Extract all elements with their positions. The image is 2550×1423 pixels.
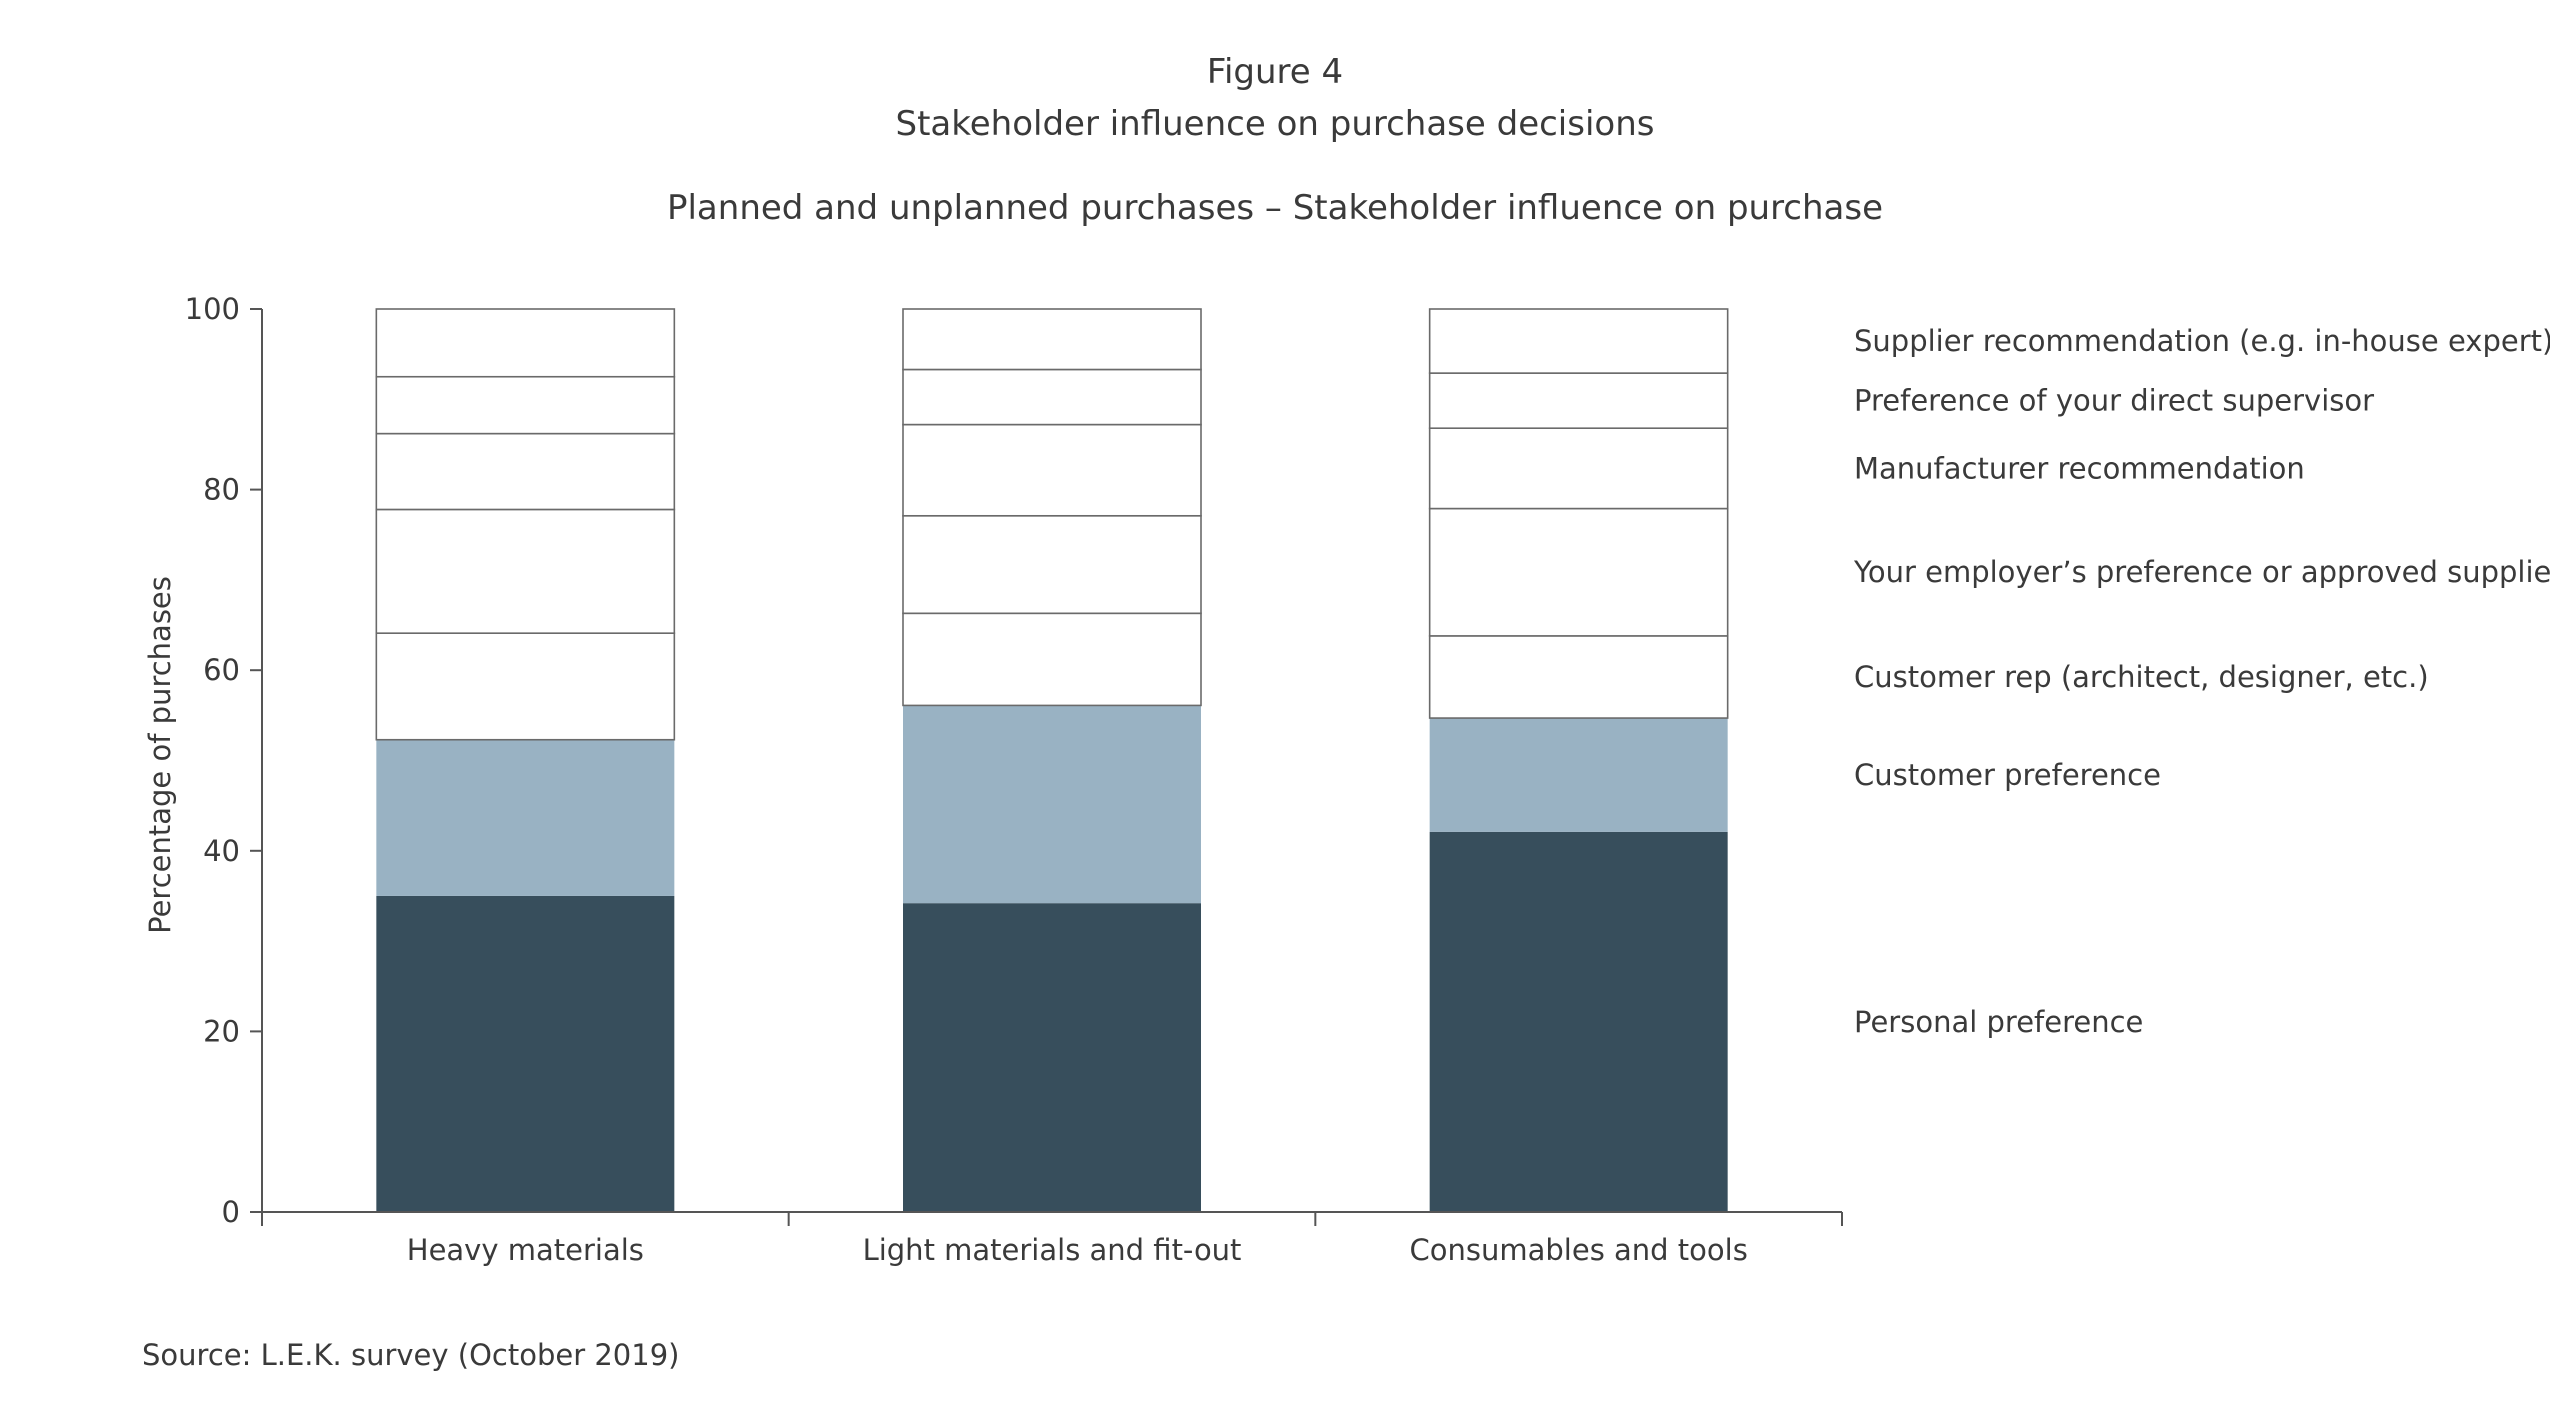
- bar-segment: [902, 514, 1202, 615]
- bar-segment: [902, 368, 1202, 426]
- bar-segment: [1428, 372, 1729, 429]
- y-tick-label: 60: [203, 653, 240, 687]
- y-tick-label: 80: [203, 473, 240, 507]
- bar-segment: [903, 903, 1201, 1212]
- y-tick-label: 40: [203, 834, 240, 868]
- chart-subtitle: Planned and unplanned purchases – Stakeh…: [666, 188, 1884, 228]
- legend-label: Personal preference: [1854, 1005, 2143, 1039]
- x-tick-label: Light materials and fit-out: [863, 1233, 1242, 1267]
- y-axis-label: Percentage of purchases: [143, 576, 177, 934]
- legend-label: Supplier recommendation (e.g. in-house e…: [1854, 324, 2550, 358]
- x-tick-label: Consumables and tools: [1410, 1233, 1748, 1267]
- bar-segment: [375, 308, 676, 378]
- y-tick-label: 0: [222, 1195, 240, 1229]
- bar-segment: [1428, 507, 1729, 637]
- bar-segment: [375, 632, 676, 741]
- bar-segment: [1429, 718, 1728, 832]
- bar-segment: [1428, 635, 1729, 719]
- figure-label: Figure 4: [1206, 52, 1344, 92]
- legend-label: Customer rep (architect, designer, etc.): [1854, 660, 2429, 694]
- bar-segment: [1428, 308, 1729, 374]
- legend-label: Your employer’s preference or approved s…: [1853, 555, 2550, 589]
- bar-segment: [1428, 427, 1729, 510]
- bar-segment: [902, 423, 1202, 517]
- bar-segment: [902, 612, 1202, 707]
- bar-segment: [376, 739, 675, 896]
- legend-label: Manufacturer recommendation: [1854, 451, 2305, 485]
- legend-label: Customer preference: [1854, 758, 2161, 792]
- legend-label: Preference of your direct supervisor: [1854, 384, 2374, 418]
- bar-segment: [903, 705, 1201, 904]
- bar-segment: [375, 432, 676, 511]
- x-tick-label: Heavy materials: [407, 1233, 644, 1267]
- bar-segment: [375, 508, 676, 634]
- bar-segment: [375, 375, 676, 435]
- y-tick-label: 100: [185, 292, 240, 326]
- bar-segment: [376, 895, 675, 1212]
- bar-segment: [1429, 831, 1728, 1212]
- y-tick-label: 20: [203, 1014, 240, 1048]
- chart-title: Stakeholder influence on purchase decisi…: [895, 104, 1655, 144]
- source-note: Source: L.E.K. survey (October 2019): [142, 1338, 680, 1372]
- bar-segment: [902, 308, 1202, 371]
